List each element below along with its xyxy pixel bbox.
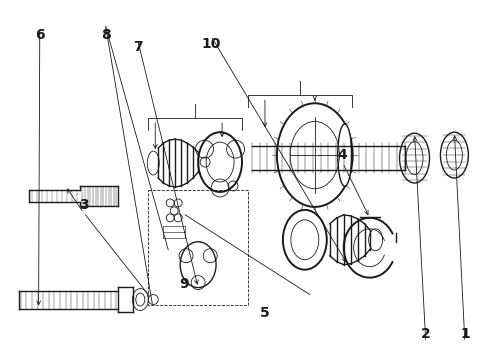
Text: 5: 5 bbox=[260, 306, 270, 320]
Text: 7: 7 bbox=[133, 40, 142, 54]
Ellipse shape bbox=[338, 124, 352, 186]
Text: 4: 4 bbox=[338, 148, 347, 162]
Bar bbox=[148, 190, 248, 305]
Text: 3: 3 bbox=[79, 198, 89, 212]
Text: 9: 9 bbox=[179, 277, 189, 291]
Text: 6: 6 bbox=[35, 28, 45, 42]
Text: 2: 2 bbox=[421, 327, 431, 341]
Text: 8: 8 bbox=[101, 28, 111, 42]
Text: 1: 1 bbox=[460, 327, 470, 341]
Text: 10: 10 bbox=[201, 37, 220, 51]
